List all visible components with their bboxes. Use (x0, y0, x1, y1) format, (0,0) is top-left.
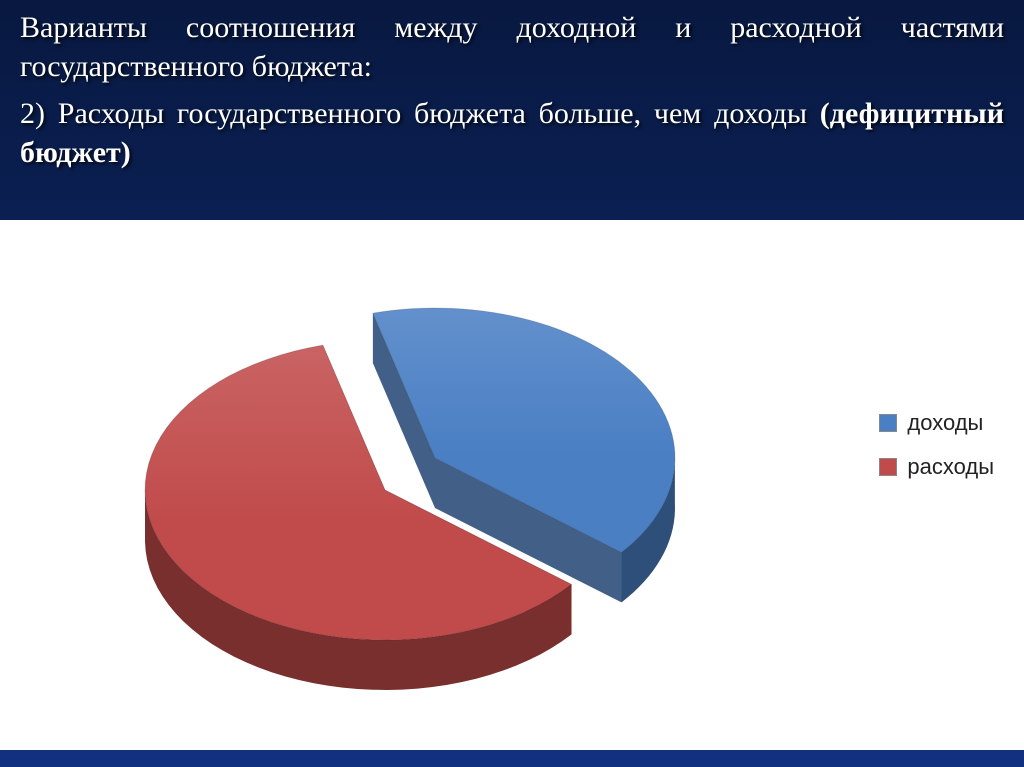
legend-swatch-income (879, 414, 897, 432)
header-line-2: 2) Расходы государственного бюджета боль… (0, 90, 1024, 182)
legend-item-income: доходы (879, 410, 994, 436)
chart-area: доходы расходы (0, 220, 1024, 750)
pie-svg (120, 260, 680, 720)
legend-label-expense: расходы (907, 454, 994, 480)
legend-swatch-expense (879, 458, 897, 476)
legend-item-expense: расходы (879, 454, 994, 480)
subheader-prefix: 2) Расходы государственного бюджета боль… (20, 97, 820, 130)
legend-label-income: доходы (907, 410, 983, 436)
pie-chart (120, 260, 680, 720)
legend: доходы расходы (879, 410, 994, 480)
slide: Варианты соотношения между доходной и ра… (0, 0, 1024, 767)
header-line-1: Варианты соотношения между доходной и ра… (0, 0, 1024, 90)
